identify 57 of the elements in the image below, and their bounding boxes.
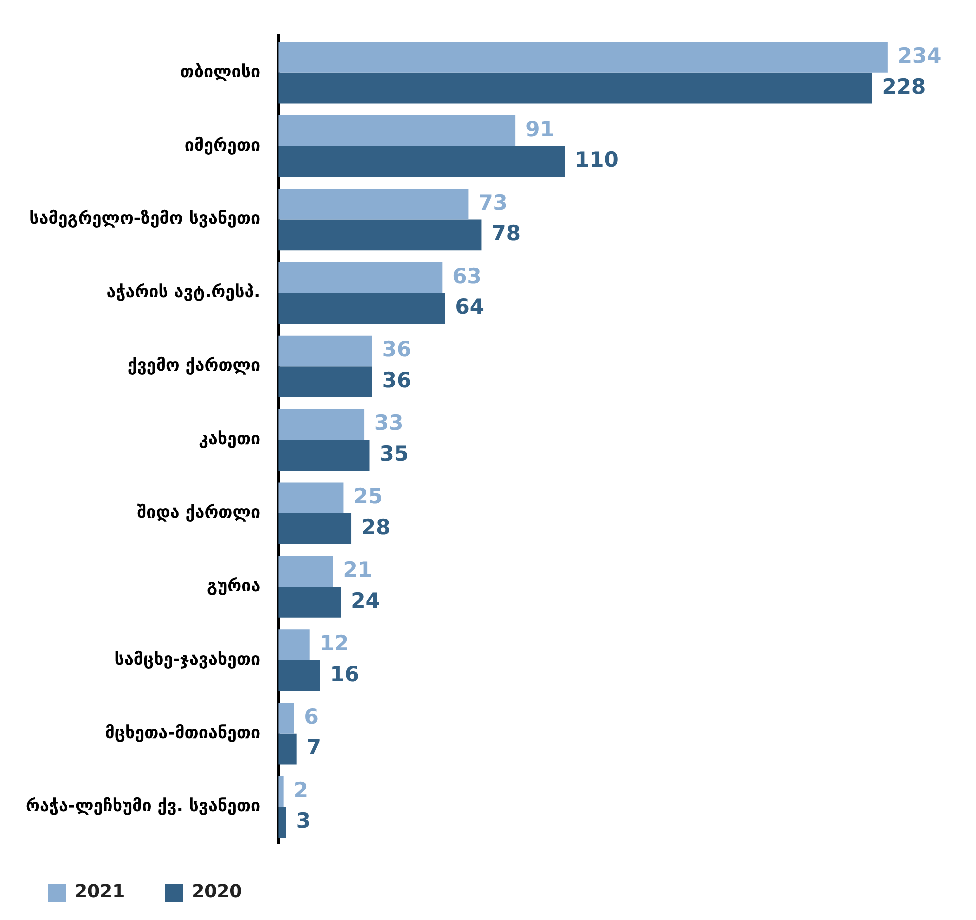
legend-label: 2020 [192, 882, 242, 903]
bar [278, 556, 334, 587]
data-label: 2 [294, 778, 308, 802]
y-tick-label: მცხეთა-მთიანეთი [105, 723, 261, 744]
bar [278, 586, 342, 618]
bar [278, 262, 443, 294]
data-label: 24 [351, 588, 380, 613]
bar [278, 116, 516, 146]
data-label: 110 [575, 148, 619, 172]
data-label: 78 [492, 222, 521, 246]
y-tick-label: სამცხე-ჯავახეთი [114, 650, 261, 670]
bar [278, 703, 294, 734]
y-tick-label: შიდა ქართლი [137, 502, 261, 523]
y-tick-label: სამეგრელო-ზემო სვანეთი [30, 209, 261, 230]
bar [278, 293, 446, 324]
legend-label: 2021 [75, 882, 126, 903]
bar [278, 72, 872, 104]
y-tick-label: იმერეთი [184, 136, 261, 156]
data-label: 36 [382, 338, 412, 362]
data-label: 25 [354, 484, 383, 509]
bar [278, 366, 372, 398]
y-tick-label: აჭარის ავტ.რესპ. [106, 282, 261, 303]
data-label: 228 [882, 74, 926, 99]
data-label: 33 [374, 411, 404, 436]
y-tick-label: თბილისი [180, 62, 261, 82]
bar [278, 514, 352, 544]
data-label: 28 [362, 515, 391, 540]
y-tick-label: ქვემო ქართლი [128, 356, 261, 376]
data-label: 7 [306, 736, 322, 760]
data-label: 63 [452, 264, 482, 288]
bar [278, 734, 297, 765]
data-label: 234 [898, 44, 942, 68]
bar [278, 42, 888, 73]
data-label: 64 [455, 295, 484, 320]
data-label: 21 [343, 558, 373, 582]
bar [278, 630, 310, 660]
bar [278, 336, 372, 367]
bar [278, 482, 344, 514]
bar [278, 220, 482, 251]
bar [278, 776, 284, 808]
y-tick-label: კახეთი [199, 430, 261, 450]
data-label: 35 [380, 442, 409, 466]
data-label: 12 [320, 631, 350, 656]
bar [278, 440, 370, 471]
data-label: 6 [304, 704, 319, 729]
data-label: 36 [382, 368, 412, 393]
y-tick-label: რაჭა-ლეჩხუმი ქვ. სვანეთი [26, 796, 261, 817]
data-label: 91 [526, 117, 555, 142]
bar [278, 188, 469, 220]
data-label: 3 [296, 809, 312, 834]
bar [278, 807, 286, 838]
data-label: 73 [478, 190, 508, 215]
bar [278, 146, 566, 178]
data-label: 16 [330, 662, 360, 686]
bar [278, 409, 365, 440]
y-tick-label: გურია [206, 576, 261, 596]
bar [278, 660, 320, 692]
